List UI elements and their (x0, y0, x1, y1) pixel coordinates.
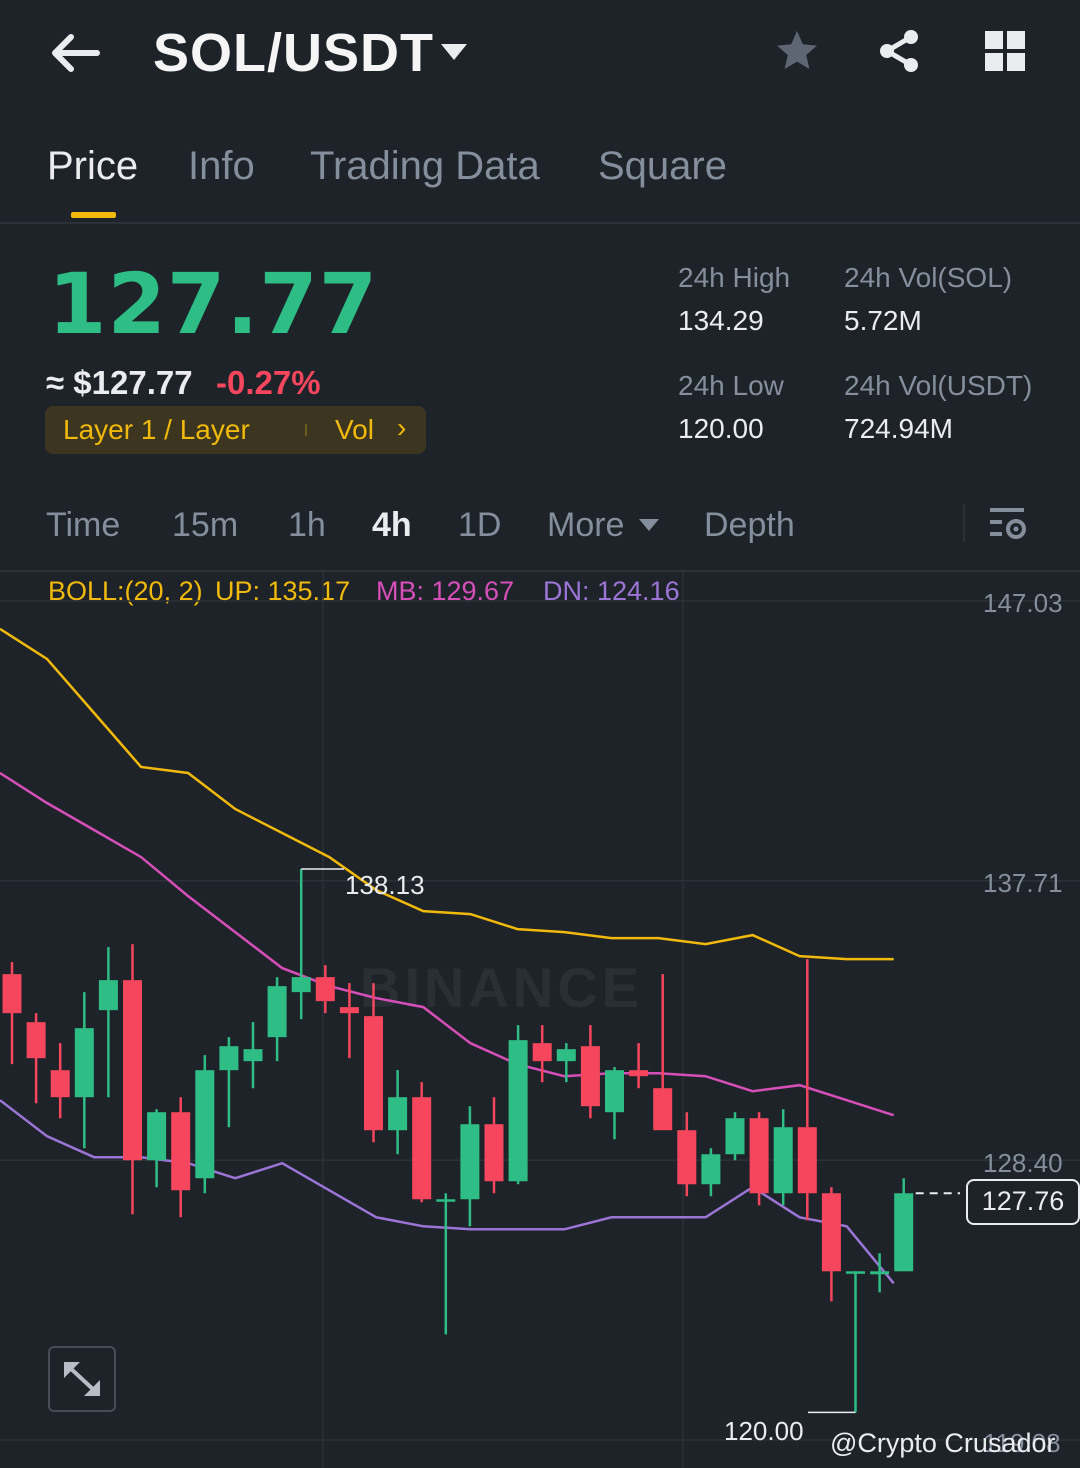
interval-15m[interactable]: 15m (172, 506, 239, 544)
dropdown-caret-icon[interactable] (436, 34, 472, 70)
sector-tag[interactable]: Layer 1 / Layer Vol › (45, 406, 426, 454)
candle-body (821, 1193, 841, 1272)
candle-body (894, 1193, 914, 1272)
tab-info[interactable]: Info (188, 144, 255, 188)
tag-divider (305, 424, 307, 436)
vol-usdt-label: 24h Vol(USDT) (844, 370, 1033, 401)
fullscreen-button[interactable] (48, 1346, 116, 1412)
candle-body (123, 980, 142, 1161)
candle-body (315, 977, 335, 1002)
sector-tag-label: Layer 1 / Layer (63, 414, 250, 445)
active-tab-indicator (71, 212, 116, 218)
pair-title[interactable]: SOL/USDT (153, 23, 435, 83)
candle-body (26, 1022, 46, 1059)
candle-body (484, 1124, 504, 1182)
candle-body (98, 980, 118, 1011)
boll-middle-line (0, 771, 895, 1117)
candle-body (653, 1088, 673, 1131)
candle-body (508, 1040, 528, 1182)
grid-icon[interactable] (978, 24, 1032, 78)
sector-tag-vol: Vol (335, 414, 374, 445)
candle-body (532, 1043, 552, 1062)
chevron-right-icon: › (397, 412, 407, 443)
candle-body (364, 1016, 383, 1131)
interval-more[interactable]: More (547, 506, 625, 544)
candle-body (436, 1199, 456, 1202)
vol-usdt-value: 724.94M (844, 413, 953, 444)
current-price-value: 127.76 (981, 1186, 1065, 1216)
interval-divider (963, 504, 965, 542)
tab-price[interactable]: Price (47, 144, 139, 188)
last-price: 127.77 (48, 255, 379, 353)
candle-body (460, 1124, 480, 1200)
candle-body (629, 1070, 649, 1077)
min-price-label: 120.00 (724, 1416, 804, 1446)
current-price-tag: 127.76 (966, 1179, 1080, 1225)
candle-body (797, 1127, 817, 1194)
tab-square[interactable]: Square (598, 144, 727, 188)
high-label: 24h High (678, 262, 791, 293)
interval-bar: Time 15m 1h 4h 1D More Depth (0, 490, 1080, 572)
candle-body (50, 1070, 70, 1098)
star-icon[interactable] (770, 24, 824, 78)
candle-body (773, 1127, 793, 1194)
expand-icon (64, 1362, 100, 1396)
candle-body (846, 1271, 865, 1274)
candle-body (412, 1097, 432, 1200)
max-price-label: 138.13 (345, 870, 425, 900)
candle-body (388, 1097, 408, 1131)
y-axis-label: 128.40 (983, 1148, 1063, 1178)
vol-sol-value: 5.72M (844, 305, 922, 336)
top-bar: SOL/USDT (0, 0, 1080, 110)
boll-upper-line (0, 627, 894, 961)
candle-body (870, 1271, 890, 1275)
y-axis-label: 119.08 (983, 1428, 1061, 1458)
candle-body (701, 1154, 721, 1185)
credit-watermark: @Crypto Crusador (830, 1428, 1056, 1458)
interval-time[interactable]: Time (46, 506, 121, 544)
candle-body (2, 974, 22, 1014)
candle-body (74, 1028, 94, 1098)
interval-1h[interactable]: 1h (288, 506, 326, 544)
candle-body (580, 1046, 600, 1107)
change-percent: -0.27% (216, 364, 321, 401)
chart-settings-icon[interactable] (988, 504, 1028, 549)
y-axis-label: 147.03 (983, 588, 1063, 618)
candle-body (171, 1112, 191, 1191)
usd-price: ≈ $127.77 (46, 364, 193, 401)
candle-body (339, 1007, 359, 1014)
interval-depth[interactable]: Depth (704, 506, 795, 544)
candle-body (147, 1112, 167, 1161)
candle-body (219, 1046, 239, 1071)
high-value: 134.29 (678, 305, 764, 336)
candle-body (556, 1049, 576, 1062)
low-label: 24h Low (678, 370, 784, 401)
more-caret-icon (638, 518, 660, 537)
vol-sol-label: 24h Vol(SOL) (844, 262, 1013, 293)
candle-body (725, 1118, 745, 1155)
candle-body (677, 1130, 697, 1185)
tab-trading-data[interactable]: Trading Data (310, 144, 540, 188)
binance-watermark: BINANCE (360, 956, 644, 1019)
main-tabs: Price Info Trading Data Square (0, 130, 1080, 224)
low-value: 120.00 (678, 413, 764, 444)
candle-body (605, 1070, 624, 1113)
candle-body (749, 1118, 769, 1194)
share-icon[interactable] (872, 24, 926, 78)
candle-body (243, 1049, 263, 1062)
interval-1d[interactable]: 1D (458, 506, 502, 544)
candle-body (267, 986, 287, 1038)
interval-4h[interactable]: 4h (372, 506, 412, 544)
candlestick-chart[interactable] (0, 570, 1080, 1468)
candle-body (195, 1070, 215, 1179)
candle-body (291, 977, 311, 993)
back-arrow-icon[interactable] (46, 24, 104, 82)
y-axis-label: 137.71 (983, 868, 1063, 898)
